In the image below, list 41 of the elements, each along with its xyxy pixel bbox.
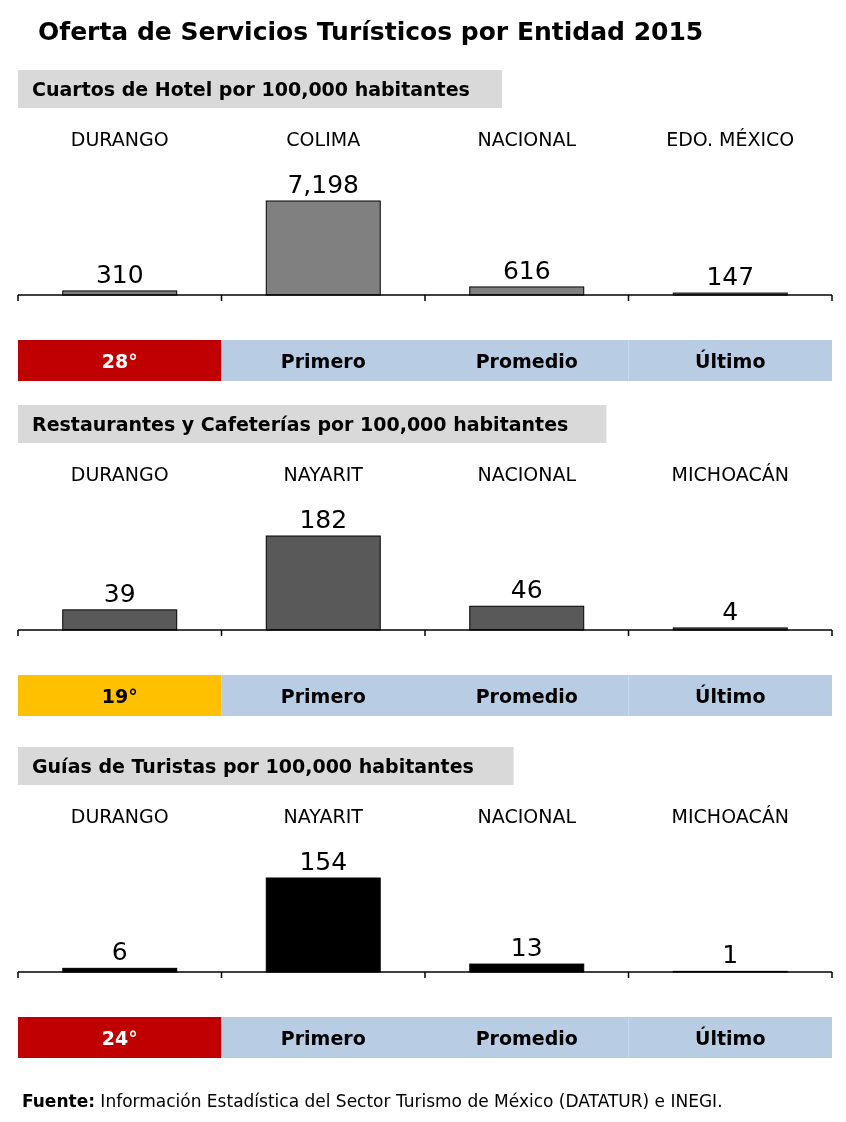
data-label: 4 bbox=[722, 596, 739, 626]
x-tick-label: MICHOACÁN bbox=[671, 805, 789, 827]
chart-subtitle: Cuartos de Hotel por 100,000 habitantes bbox=[32, 78, 470, 100]
data-label: 6 bbox=[111, 937, 128, 967]
text: Promedio bbox=[475, 685, 578, 707]
x-tick-label: DURANGO bbox=[70, 128, 169, 150]
x-tick-label: NACIONAL bbox=[477, 463, 577, 485]
text: Promedio bbox=[475, 1027, 578, 1049]
text: Primero bbox=[280, 350, 366, 372]
x-tick-label: NAYARIT bbox=[283, 805, 364, 827]
text: 19° bbox=[101, 685, 138, 707]
chart-subtitle: Restaurantes y Cafeterías por 100,000 habitantes bbox=[32, 413, 569, 435]
x-tick-label: EDO. MÉXICO bbox=[666, 128, 795, 150]
data-label: 46 bbox=[510, 575, 543, 605]
text: 28° bbox=[101, 350, 138, 372]
data-label: 13 bbox=[510, 933, 543, 963]
text: Primero bbox=[280, 1027, 366, 1049]
data-label: 147 bbox=[706, 262, 755, 292]
source-note: Fuente: Información Estadística del Sector Turismo de México (DATATUR) e INEGI. bbox=[22, 1091, 723, 1111]
text: Último bbox=[695, 1026, 766, 1049]
data-label: 616 bbox=[502, 255, 551, 285]
x-tick-label: NACIONAL bbox=[477, 805, 577, 827]
data-label: 39 bbox=[103, 578, 136, 608]
data-label: 1 bbox=[722, 940, 739, 970]
x-tick-label: DURANGO bbox=[70, 805, 169, 827]
x-tick-label: MICHOACÁN bbox=[671, 463, 789, 485]
chart-subtitle: Guías de Turistas por 100,000 habitantes bbox=[32, 755, 474, 777]
text: Primero bbox=[280, 685, 366, 707]
x-tick-label: DURANGO bbox=[70, 463, 169, 485]
text: Último bbox=[695, 684, 766, 707]
text: Último bbox=[695, 349, 766, 372]
text: Promedio bbox=[475, 350, 578, 372]
x-tick-label: NACIONAL bbox=[477, 128, 577, 150]
data-label: 7,198 bbox=[287, 170, 360, 199]
data-label: 154 bbox=[299, 847, 348, 876]
text: 24° bbox=[101, 1027, 138, 1049]
data-label: 182 bbox=[299, 505, 348, 534]
x-tick-label: COLIMA bbox=[286, 128, 361, 150]
data-label: 310 bbox=[95, 259, 144, 289]
x-tick-label: NAYARIT bbox=[283, 463, 364, 485]
chart-title: Oferta de Servicios Turísticos por Entidad 2015 bbox=[38, 17, 704, 46]
